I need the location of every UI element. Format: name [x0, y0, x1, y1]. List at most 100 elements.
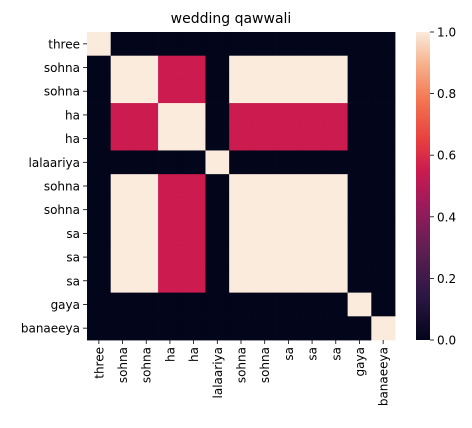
- heatmap-cell: [252, 245, 277, 270]
- heatmap-cell: [158, 316, 183, 341]
- heatmap-cell: [229, 316, 254, 341]
- heatmap-cell: [300, 197, 325, 222]
- heatmap-cell: [205, 150, 230, 175]
- heatmap-cell: [205, 174, 230, 199]
- heatmap-cell: [158, 221, 183, 246]
- heatmap-cell: [181, 174, 206, 199]
- heatmap-cell: [300, 103, 325, 128]
- heatmap-cell: [229, 79, 254, 104]
- heatmap-cell: [87, 316, 112, 341]
- heatmap-cell: [110, 221, 135, 246]
- heatmap-cell: [276, 174, 301, 199]
- heatmap-cell: [276, 245, 301, 270]
- heatmap-cell: [87, 32, 112, 57]
- heatmap-cell: [134, 55, 159, 80]
- colorbar-tick-label: 0.0: [437, 334, 456, 348]
- heatmap-cell: [371, 245, 396, 270]
- row-label: sohna: [44, 180, 80, 194]
- heatmap-cell: [323, 150, 349, 175]
- heatmap-cell: [252, 221, 277, 246]
- heatmap-cell: [323, 103, 349, 128]
- heatmap-cell: [134, 79, 159, 104]
- heatmap-cell: [252, 103, 277, 128]
- heatmap-cell: [110, 316, 135, 341]
- heatmap-cell: [276, 55, 301, 80]
- heatmap-cell: [229, 197, 254, 222]
- column-label: sa: [282, 347, 296, 361]
- row-label: banaeeya: [21, 322, 80, 336]
- row-label: sa: [66, 274, 80, 288]
- heatmap-cell: [205, 292, 230, 317]
- heatmap-cell: [300, 245, 325, 270]
- heatmap-cell: [110, 268, 135, 294]
- heatmap-cell: [252, 268, 277, 294]
- heatmap-cell: [87, 174, 112, 199]
- heatmap-cell: [276, 32, 301, 57]
- heatmap-cell: [371, 292, 396, 317]
- colorbar-ticks: 0.0 0.2 0.4 0.6 0.8 1.0: [430, 26, 456, 348]
- colorbar-gradient: [416, 32, 430, 340]
- heatmap-cell: [347, 174, 372, 199]
- heatmap-cell: [110, 103, 135, 128]
- heatmap-cell: [276, 268, 301, 294]
- heatmap-cell: [134, 316, 159, 341]
- heatmap-cell: [371, 32, 396, 57]
- column-label: lalaariya: [211, 347, 225, 398]
- heatmap-cell: [300, 126, 325, 151]
- heatmap-cell: [87, 245, 112, 270]
- heatmap-cell: [158, 103, 183, 128]
- heatmap-cell: [158, 79, 183, 104]
- heatmap-cell: [323, 221, 349, 246]
- column-label: sa: [329, 347, 343, 361]
- column-label: ha: [163, 347, 177, 362]
- row-label: sohna: [44, 85, 80, 99]
- heatmap-cell: [371, 316, 396, 341]
- heatmap-cell: [252, 150, 277, 175]
- column-label: sa: [306, 347, 320, 361]
- heatmap-cell: [371, 55, 396, 80]
- heatmap-cell: [276, 316, 301, 341]
- heatmap-cell: [371, 221, 396, 246]
- heatmap-cell: [205, 221, 230, 246]
- row-label: sa: [66, 251, 80, 265]
- heatmap-cell: [323, 316, 349, 341]
- heatmap-cell: [181, 55, 206, 80]
- heatmap-cell: [252, 197, 277, 222]
- heatmap-cell: [110, 150, 135, 175]
- heatmap-cell: [347, 55, 372, 80]
- row-label: three: [48, 37, 80, 51]
- heatmap-cell: [205, 79, 230, 104]
- heatmap-cell: [181, 79, 206, 104]
- heatmap-cell: [205, 126, 230, 151]
- heatmap-cell: [347, 245, 372, 270]
- heatmap-cell: [371, 174, 396, 199]
- heatmap-cell: [347, 79, 372, 104]
- heatmap-cell: [347, 150, 372, 175]
- heatmap-cell: [252, 55, 277, 80]
- heatmap-cell: [300, 268, 325, 294]
- heatmap-cell: [229, 32, 254, 57]
- heatmap-cell: [181, 292, 206, 317]
- heatmap-cell: [347, 268, 372, 294]
- heatmap-cell: [181, 245, 206, 270]
- heatmap-cell: [134, 245, 159, 270]
- heatmap-cell: [205, 245, 230, 270]
- heatmap-cell: [323, 32, 349, 57]
- heatmap-cell: [276, 197, 301, 222]
- heatmap-cell: [252, 126, 277, 151]
- heatmap-cell: [276, 221, 301, 246]
- column-label: banaeeya: [377, 347, 391, 406]
- row-label: ha: [65, 132, 80, 146]
- heatmap-cell: [134, 126, 159, 151]
- colorbar-tick-label: 0.8: [437, 87, 456, 101]
- heatmap-cell: [371, 197, 396, 222]
- heatmap-cell: [371, 150, 396, 175]
- heatmap-cell: [87, 221, 112, 246]
- heatmap-cell: [252, 292, 277, 317]
- heatmap-cell: [323, 79, 349, 104]
- heatmap-cell: [134, 292, 159, 317]
- heatmap-cell: [181, 103, 206, 128]
- heatmap-cell: [87, 150, 112, 175]
- heatmap-cell: [276, 292, 301, 317]
- heatmap-cell: [181, 316, 206, 341]
